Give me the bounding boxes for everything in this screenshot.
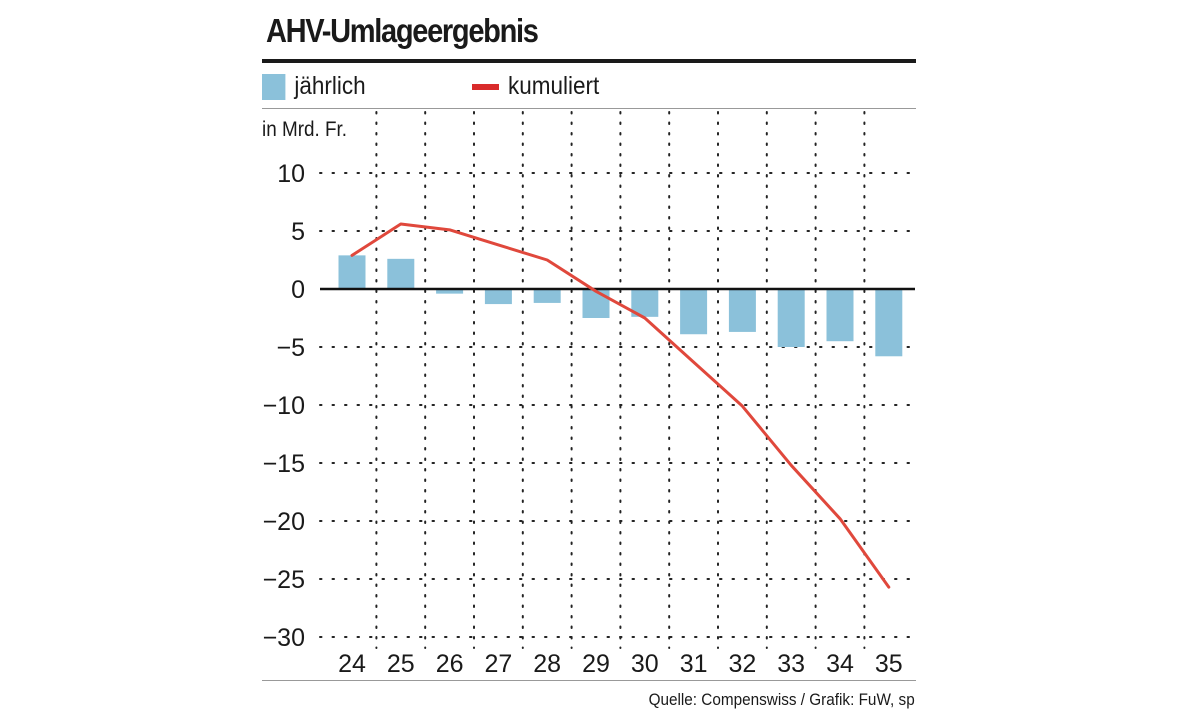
bar-34 (826, 289, 854, 342)
bar-25 (387, 258, 415, 289)
y-tick-label: −15 (263, 450, 305, 478)
x-tick-label: 34 (826, 650, 854, 678)
bar-31 (680, 289, 708, 335)
bar-28 (533, 289, 561, 303)
x-tick-label: 31 (680, 650, 708, 678)
legend-label: jährlich (294, 72, 366, 100)
bar-29 (582, 289, 610, 318)
bar-35 (875, 289, 903, 357)
bar-27 (484, 289, 512, 305)
y-tick-label: 5 (291, 218, 305, 246)
x-tick-label: 30 (631, 650, 659, 678)
y-axis-unit: in Mrd. Fr. (262, 118, 348, 141)
x-tick-label: 24 (338, 650, 366, 678)
legend-item-kumuliert: kumuliert (472, 72, 599, 101)
bottom-divider (262, 680, 916, 681)
source-note: Quelle: Compenswiss / Grafik: FuW, sp (648, 690, 915, 709)
x-tick-label: 25 (387, 650, 415, 678)
y-tick-label: 10 (277, 160, 305, 188)
legend-item-jaehrlich: jährlich (262, 72, 366, 101)
x-tick-label: 32 (728, 650, 756, 678)
bar-32 (728, 289, 756, 332)
x-tick-label: 35 (875, 650, 903, 678)
title-divider (262, 59, 916, 63)
bar-26 (436, 289, 464, 294)
x-tick-label: 33 (777, 650, 805, 678)
x-tick-label: 28 (533, 650, 561, 678)
x-tick-label: 26 (436, 650, 464, 678)
x-tick-label: 29 (582, 650, 610, 678)
line-kumuliert (350, 222, 891, 589)
y-tick-label: 0 (291, 276, 305, 304)
legend-line-swatch (472, 83, 499, 90)
y-tick-label: −10 (263, 392, 305, 420)
legend-divider (262, 108, 916, 109)
chart-title: AHV-Umlageergebnis (266, 12, 539, 49)
y-tick-label: −25 (263, 566, 305, 594)
bar-24 (338, 255, 366, 289)
y-tick-label: −5 (276, 334, 305, 362)
bar-33 (777, 289, 805, 347)
x-tick-label: 27 (484, 650, 512, 678)
y-tick-label: −30 (263, 624, 305, 652)
y-tick-label: −20 (263, 508, 305, 536)
legend-label: kumuliert (508, 72, 600, 100)
legend-bar-swatch (262, 73, 286, 100)
